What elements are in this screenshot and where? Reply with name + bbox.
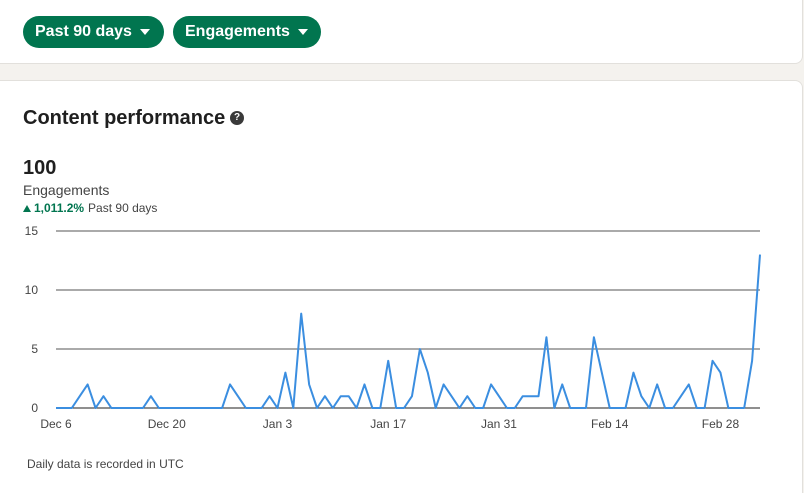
engagements-line-chart: 0 5 10 15 Dec 6 Dec 20 Jan 3 Jan 17 Jan 31 Feb 14… <box>25 224 761 431</box>
y-tick-label: 5 <box>31 342 38 356</box>
x-tick-label: Feb 28 <box>702 417 740 431</box>
metric-dropdown[interactable]: Engagements <box>173 16 321 48</box>
y-tick-label: 10 <box>25 283 39 297</box>
x-tick-label: Dec 20 <box>148 417 186 431</box>
metric-dropdown-label: Engagements <box>185 23 290 40</box>
card-title: Content performance <box>23 107 226 129</box>
y-tick-label: 15 <box>25 224 39 238</box>
x-tick-label: Jan 17 <box>370 417 406 431</box>
date-range-label: Past 90 days <box>35 23 132 40</box>
caret-down-icon <box>297 29 308 35</box>
question-circle-icon[interactable]: ? <box>230 111 244 125</box>
change-indicator: 1,011.2% Past 90 days <box>23 201 157 215</box>
change-period: Past 90 days <box>88 201 158 215</box>
y-tick-label: 0 <box>31 401 38 415</box>
total-engagements-value: 100 <box>23 157 57 179</box>
change-percent: 1,011.2% <box>34 201 85 215</box>
x-tick-label: Jan 3 <box>263 417 293 431</box>
x-tick-label: Feb 14 <box>591 417 629 431</box>
metric-label: Engagements <box>23 182 110 198</box>
date-range-dropdown[interactable]: Past 90 days <box>23 16 164 48</box>
utc-footnote: Daily data is recorded in UTC <box>27 457 184 471</box>
arrow-up-icon <box>23 204 31 212</box>
caret-down-icon <box>139 29 150 35</box>
filter-bar: Past 90 days Engagements <box>0 0 803 64</box>
x-tick-label: Dec 6 <box>40 417 72 431</box>
content-performance-card: Content performance ? 100 Engagements 1,… <box>0 80 803 493</box>
series-line-engagements[interactable] <box>56 254 761 409</box>
x-tick-label: Jan 31 <box>481 417 517 431</box>
